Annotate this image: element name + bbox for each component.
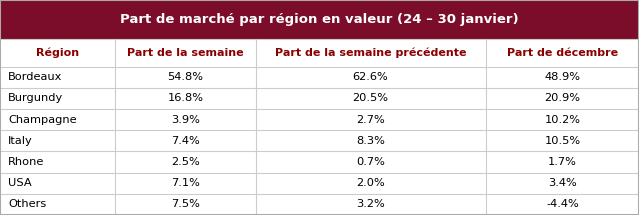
Text: 54.8%: 54.8%	[167, 72, 203, 82]
Text: -4.4%: -4.4%	[546, 199, 579, 209]
Bar	[256, 88, 486, 109]
Bar	[256, 39, 486, 67]
Bar	[486, 109, 639, 130]
Text: 7.1%: 7.1%	[171, 178, 200, 188]
Bar	[256, 130, 486, 151]
Text: 16.8%: 16.8%	[167, 94, 203, 103]
Bar	[0, 67, 115, 88]
Text: 7.5%: 7.5%	[171, 199, 200, 209]
Text: 3.9%: 3.9%	[171, 115, 200, 125]
Text: 20.5%: 20.5%	[353, 94, 389, 103]
Text: USA: USA	[8, 178, 32, 188]
Bar	[0, 39, 115, 67]
Bar	[0, 0, 639, 39]
Bar	[115, 194, 256, 215]
Bar	[256, 109, 486, 130]
Bar	[0, 151, 115, 173]
Text: 10.2%: 10.2%	[544, 115, 580, 125]
Bar	[486, 151, 639, 173]
Bar	[486, 88, 639, 109]
Text: 48.9%: 48.9%	[544, 72, 580, 82]
Text: Part de décembre: Part de décembre	[507, 48, 618, 58]
Text: 62.6%: 62.6%	[353, 72, 389, 82]
Bar	[115, 109, 256, 130]
Bar	[115, 39, 256, 67]
Text: 3.4%: 3.4%	[548, 178, 576, 188]
Text: Région: Région	[36, 48, 79, 58]
Bar	[256, 173, 486, 194]
Text: 3.2%: 3.2%	[357, 199, 385, 209]
Bar	[115, 88, 256, 109]
Bar	[115, 173, 256, 194]
Bar	[0, 109, 115, 130]
Text: Bordeaux: Bordeaux	[8, 72, 63, 82]
Text: Rhone: Rhone	[8, 157, 45, 167]
Bar	[486, 194, 639, 215]
Bar	[0, 173, 115, 194]
Text: 2.7%: 2.7%	[357, 115, 385, 125]
Text: Others: Others	[8, 199, 47, 209]
Bar	[0, 88, 115, 109]
Bar	[256, 151, 486, 173]
Bar	[486, 173, 639, 194]
Text: 20.9%: 20.9%	[544, 94, 580, 103]
Text: Burgundy: Burgundy	[8, 94, 63, 103]
Bar	[115, 67, 256, 88]
Text: Part de la semaine: Part de la semaine	[127, 48, 243, 58]
Text: 1.7%: 1.7%	[548, 157, 577, 167]
Text: 2.0%: 2.0%	[357, 178, 385, 188]
Text: 2.5%: 2.5%	[171, 157, 199, 167]
Text: Part de marché par région en valeur (24 – 30 janvier): Part de marché par région en valeur (24 …	[120, 13, 519, 26]
Bar	[0, 194, 115, 215]
Text: Champagne: Champagne	[8, 115, 77, 125]
Bar	[486, 67, 639, 88]
Text: 10.5%: 10.5%	[544, 136, 580, 146]
Bar	[256, 67, 486, 88]
Bar	[256, 194, 486, 215]
Bar	[0, 130, 115, 151]
Bar	[486, 130, 639, 151]
Bar	[115, 130, 256, 151]
Text: Italy: Italy	[8, 136, 33, 146]
Bar	[115, 151, 256, 173]
Text: Part de la semaine précédente: Part de la semaine précédente	[275, 48, 466, 58]
Bar	[486, 39, 639, 67]
Text: 7.4%: 7.4%	[171, 136, 199, 146]
Text: 8.3%: 8.3%	[356, 136, 385, 146]
Text: 0.7%: 0.7%	[356, 157, 385, 167]
